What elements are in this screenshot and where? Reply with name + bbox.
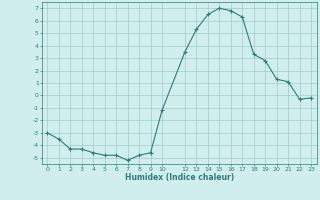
X-axis label: Humidex (Indice chaleur): Humidex (Indice chaleur) <box>124 173 234 182</box>
